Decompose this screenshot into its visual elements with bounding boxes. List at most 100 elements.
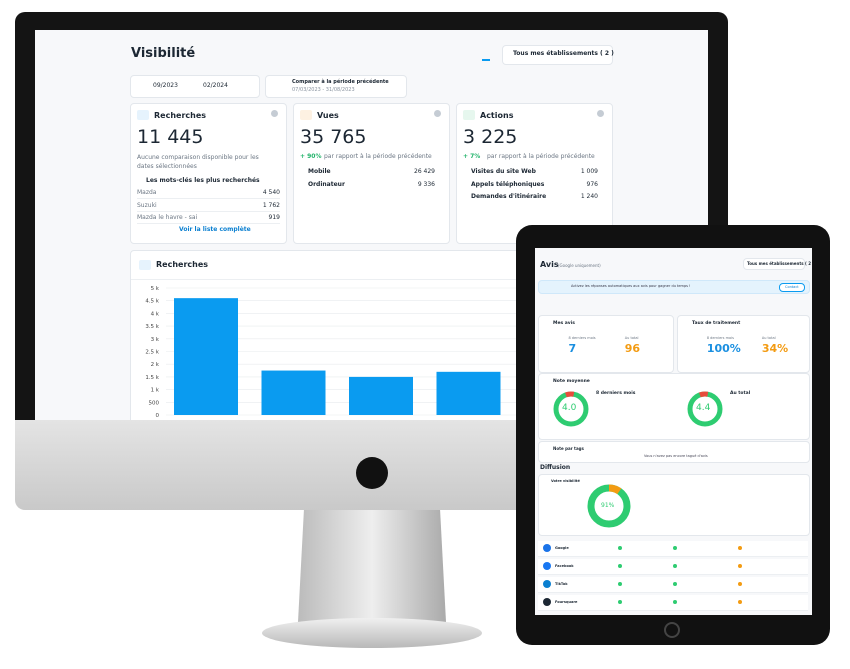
camera [356, 457, 388, 489]
y-tick-label: 1.5 k [145, 375, 159, 381]
tags-empty: Vous n'avez pas encore tagué d'avis [644, 454, 708, 458]
y-tick-label: 2.5 k [145, 350, 159, 356]
status-dot [738, 564, 742, 568]
diffusion-title: Diffusion [540, 464, 571, 471]
platform-row: Foursquare [538, 595, 808, 611]
row-label: Ordinateur [308, 180, 345, 188]
status-dot [673, 546, 677, 550]
rating-donut [687, 391, 723, 427]
change-text: par rapport à la période précédente [324, 153, 432, 160]
status-dot [738, 582, 742, 586]
tab-filter-label[interactable]: Tous mes établissements ( 2 ) [747, 261, 812, 266]
y-tick-label: 4 k [151, 311, 160, 317]
total-value: 34% [761, 342, 789, 355]
platform-name: TikTok [555, 582, 568, 586]
see-all-link[interactable]: Voir la liste complète [179, 226, 251, 233]
chart-title: Recherches [156, 260, 209, 269]
status-dot [618, 546, 622, 550]
chart-icon [139, 260, 151, 270]
total-label: Au total [761, 336, 776, 340]
card-title: Mes avis [553, 321, 575, 326]
banner: Activez les réponses automatiques aux av… [538, 280, 810, 294]
row-label: Visites du site Web [471, 168, 536, 175]
row-value: 1 762 [262, 201, 280, 209]
help-icon [597, 110, 604, 117]
filter-label[interactable]: Tous mes établissements ( 2 ) [513, 50, 614, 57]
row-label: Suzuki [137, 201, 157, 209]
card-title: Taux de traitement [692, 321, 741, 326]
status-dot [673, 564, 677, 568]
card-icon [137, 110, 149, 120]
banner-text: Activez les réponses automatiques aux av… [571, 284, 691, 288]
help-icon [434, 110, 441, 117]
stand-neck [298, 510, 446, 622]
card-value: 3 225 [463, 126, 518, 148]
row-divider [137, 198, 280, 199]
platform-icon [543, 562, 551, 570]
platform-icon [543, 598, 551, 606]
total-value: 96 [624, 342, 641, 355]
visibility-donut [587, 484, 631, 528]
date-to: 02/2024 [203, 82, 228, 89]
card-title: Vues [317, 111, 339, 120]
tab-subtitle: (Google uniquement) [558, 263, 601, 268]
status-dot [618, 564, 622, 568]
download-icon[interactable] [482, 51, 490, 61]
tags-card: Note par tags Vous n'avez pas encore tagu… [538, 441, 810, 463]
home-button[interactable] [664, 622, 680, 638]
card-title: Recherches [154, 111, 207, 120]
y-tick-label: 4.5 k [145, 299, 159, 305]
recent-value: 7 [568, 342, 577, 355]
compare-dates: 07/03/2023 - 31/08/2023 [292, 87, 355, 93]
card-title: Note moyenne [553, 379, 590, 384]
row-label: Appels téléphoniques [471, 180, 545, 188]
rating-label: 8 derniers mois [596, 391, 636, 396]
rating-donut [553, 391, 589, 427]
banner-button: Contact [779, 283, 805, 292]
platform-icon [543, 580, 551, 588]
card-value: 11 445 [137, 126, 204, 148]
filter-button: Tous mes établissements ( 2 ) [502, 45, 614, 65]
row-value: 26 429 [414, 168, 435, 175]
row-label: Mazda le havre - sai [137, 214, 198, 221]
date-range: 09/2023 02/2024 [130, 75, 260, 98]
card-icon [300, 110, 312, 120]
y-tick-label: 3.5 k [145, 324, 159, 330]
change-text: par rapport à la période précédente [487, 153, 595, 160]
chart-card: Recherches 0 500 1 k 1.5 k 2 k 2.5 k 3 k 3.5 k 4 … [130, 250, 532, 420]
card-title: Actions [480, 111, 514, 120]
recent-label: 8 derniers mois [568, 336, 596, 340]
help-icon [271, 110, 278, 117]
row-label: Demandes d'itinéraire [471, 193, 547, 200]
card-title: Note par tags [553, 446, 584, 451]
rating-card: Note moyenne 4.0 8 derniers mois 4.4 Au tota… [538, 373, 810, 440]
visibility-card: Votre visibilité 91% [538, 474, 810, 536]
tab-title: Avis [540, 260, 559, 269]
status-dot [738, 546, 742, 550]
banner-button-label[interactable]: Contact [785, 285, 799, 289]
change: + 7% [463, 153, 481, 160]
y-tick-label: 0 [156, 413, 160, 419]
tab-filter: Tous mes établissements ( 2 ) [743, 258, 812, 270]
stat-card: Vues 35 765 + 90% par rapport à la période … [293, 103, 450, 244]
my_reviews-card: Mes avis 8 derniers mois 7 Au total 96 [538, 315, 674, 373]
row-value: 4 540 [262, 189, 280, 196]
page-title: Visibilité [131, 46, 196, 61]
platform-row: Google [538, 541, 808, 557]
processing-card: Taux de traitement 8 derniers mois 100% Au … [677, 315, 810, 373]
status-dot [673, 600, 677, 604]
row-divider [137, 210, 280, 212]
row-value: 976 [586, 180, 598, 188]
tablet-screen: Avis (Google uniquement) Tous mes établiss… [535, 248, 812, 615]
row-value: 9 336 [417, 180, 435, 188]
bar [174, 298, 238, 415]
platform-row: Facebook [538, 559, 808, 575]
change: + 90% [300, 153, 322, 160]
y-tick-label: 5 k [151, 286, 160, 292]
rating-label: Au total [730, 391, 751, 396]
y-tick-label: 1 k [151, 388, 160, 394]
bar [349, 376, 413, 415]
status-dot [618, 582, 622, 586]
stand-base [262, 618, 482, 648]
chart-divider [131, 279, 531, 280]
